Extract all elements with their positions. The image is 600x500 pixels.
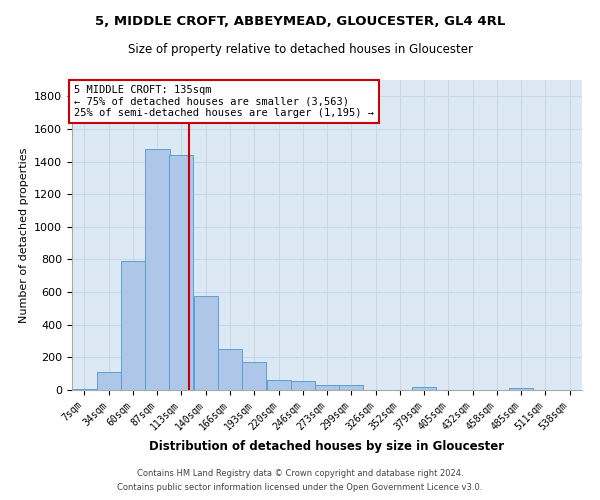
Bar [242,362,266,390]
Bar [145,148,170,390]
Bar [267,380,291,390]
Bar [194,296,218,390]
Text: 5, MIDDLE CROFT, ABBEYMEAD, GLOUCESTER, GL4 4RL: 5, MIDDLE CROFT, ABBEYMEAD, GLOUCESTER, … [95,15,505,28]
Bar [509,388,533,390]
X-axis label: Distribution of detached houses by size in Gloucester: Distribution of detached houses by size … [149,440,505,453]
Bar [121,261,145,390]
Text: Contains HM Land Registry data © Crown copyright and database right 2024.: Contains HM Land Registry data © Crown c… [137,468,463,477]
Bar [290,381,315,390]
Text: 5 MIDDLE CROFT: 135sqm
← 75% of detached houses are smaller (3,563)
25% of semi-: 5 MIDDLE CROFT: 135sqm ← 75% of detached… [74,85,374,118]
Y-axis label: Number of detached properties: Number of detached properties [19,148,29,322]
Bar [412,386,436,390]
Bar [72,389,97,390]
Bar [218,349,242,390]
Bar [316,385,340,390]
Text: Size of property relative to detached houses in Gloucester: Size of property relative to detached ho… [128,42,473,56]
Bar [169,155,193,390]
Text: Contains public sector information licensed under the Open Government Licence v3: Contains public sector information licen… [118,484,482,492]
Bar [97,372,121,390]
Bar [339,385,364,390]
